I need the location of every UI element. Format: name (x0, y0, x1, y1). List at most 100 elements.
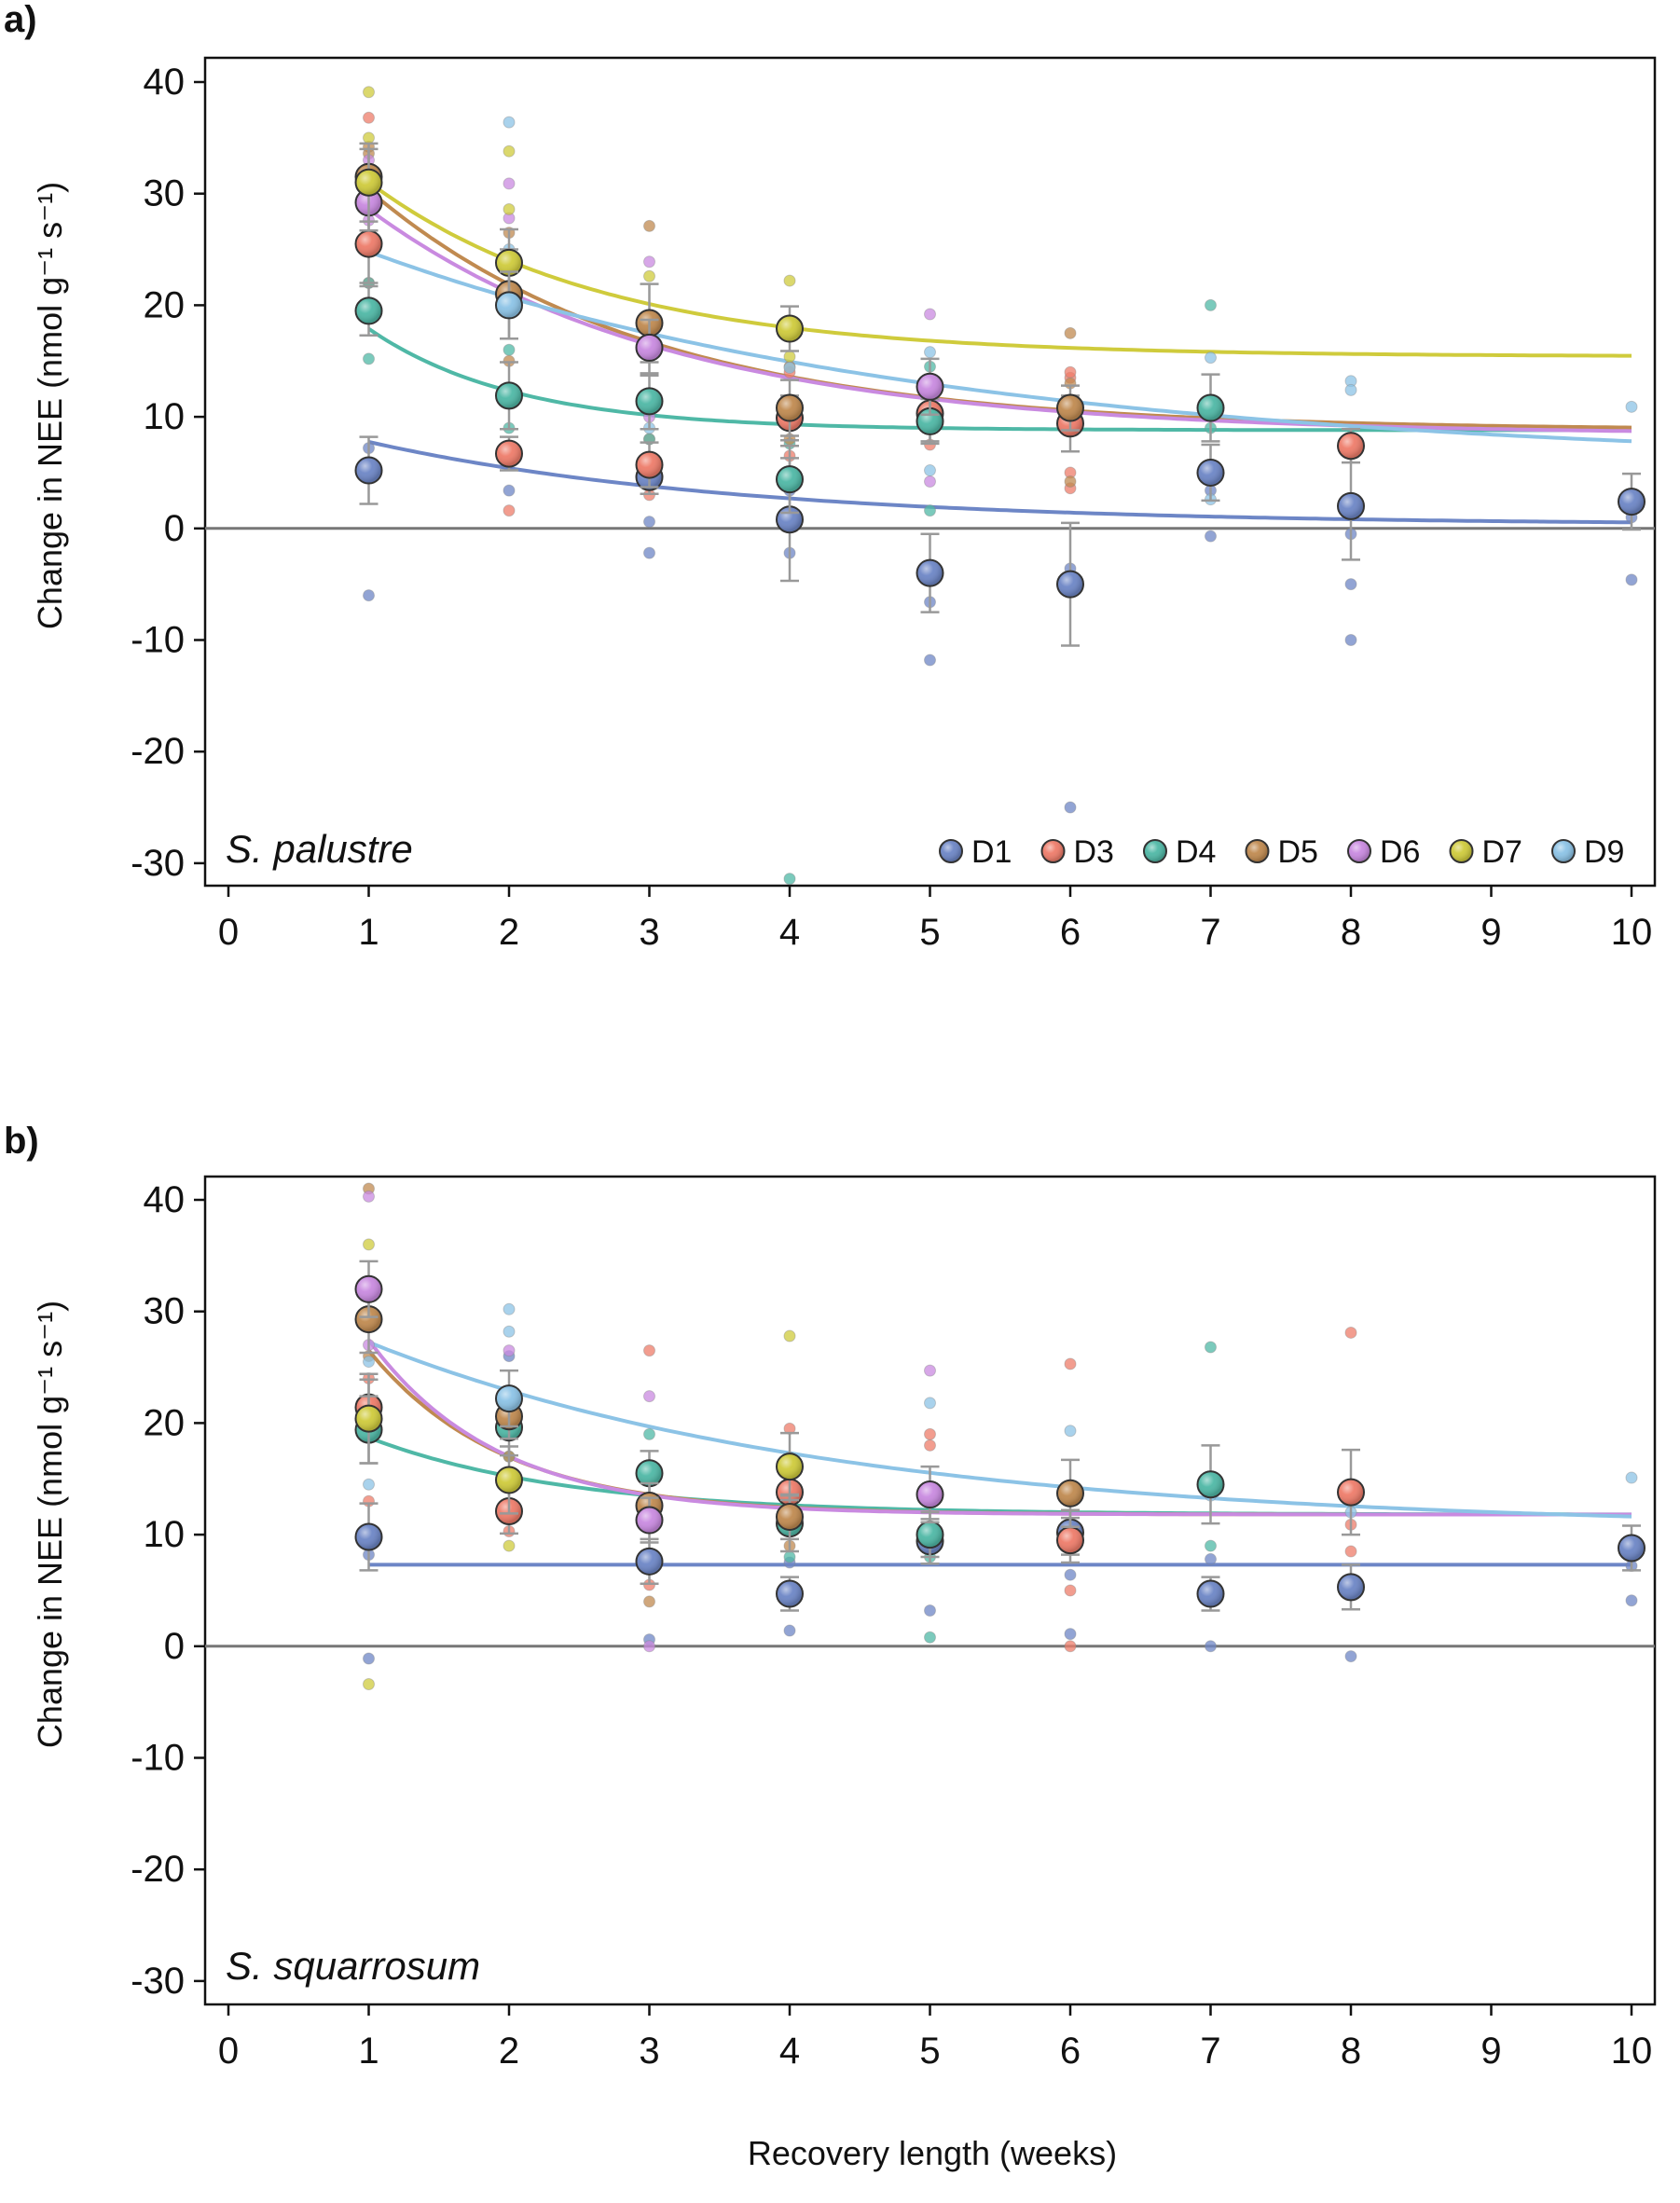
mean-point-shine (917, 560, 943, 585)
mean-point-shine (356, 298, 381, 324)
raw-point-D1 (643, 516, 655, 529)
y-tick-label: 40 (144, 1179, 186, 1220)
raw-point-D3 (1064, 1584, 1077, 1597)
y-tick-label: 10 (144, 1514, 186, 1555)
y-tick-label: -10 (131, 620, 185, 661)
raw-point-D6 (503, 177, 516, 190)
mean-point-shine (1339, 1480, 1363, 1505)
raw-point-D7 (783, 1329, 796, 1342)
raw-point-D1 (503, 484, 516, 497)
y-tick-label: 30 (144, 1291, 186, 1332)
panel-b-label: b) (4, 1121, 39, 1162)
mean-point-shine (1619, 1535, 1644, 1561)
mean-point-shine (917, 1522, 943, 1548)
mean-point-shine (1198, 460, 1223, 485)
raw-point-D9 (1064, 1425, 1077, 1438)
mean-point-shine (497, 1386, 521, 1411)
mean-point-shine (778, 467, 802, 492)
raw-point-D9 (924, 1397, 936, 1410)
raw-point-D1 (643, 546, 655, 559)
y-tick-label: 10 (144, 396, 186, 437)
x-tick-label: 9 (1480, 912, 1501, 953)
raw-point-D1 (1064, 1568, 1077, 1581)
mean-point-shine (637, 389, 662, 414)
mean-point-shine (917, 1482, 943, 1508)
legend-label-D7: D7 (1482, 834, 1522, 870)
raw-point-D4 (783, 1550, 796, 1563)
panel-b-ylabel: Change in NEE (nmol g⁻¹ s⁻¹) (31, 1301, 69, 1748)
mean-point-shine (778, 395, 802, 420)
raw-point-D6 (503, 1344, 516, 1357)
raw-point-D3 (1064, 1357, 1077, 1370)
legend-label-D5: D5 (1278, 834, 1318, 870)
fit-curve-D1 (368, 440, 1632, 525)
raw-point-D1 (1344, 1650, 1357, 1663)
y-tick-label: -20 (131, 731, 185, 772)
raw-point-D3 (363, 111, 375, 124)
raw-point-D9 (924, 346, 936, 359)
y-tick-label: 0 (164, 1626, 185, 1667)
raw-point-D1 (1064, 1628, 1077, 1641)
raw-point-D7 (783, 350, 796, 363)
plot-frame (203, 1175, 1657, 2006)
raw-point-D6 (643, 255, 655, 268)
x-tick-label: 6 (1060, 912, 1081, 953)
panel-a-ylabel: Change in NEE (nmol g⁻¹ s⁻¹) (31, 182, 69, 629)
y-tick-label: 0 (164, 508, 185, 549)
mean-point-shine (1198, 1472, 1223, 1497)
mean-point-shine (778, 1504, 802, 1529)
y-tick-label: 40 (144, 62, 186, 103)
mean-point-shine (1058, 1528, 1082, 1553)
panel-b-axes: -30 -20 -10 0 10 20 30 40 0 1 2 3 4 5 6 7 8 9 10 (131, 1175, 1657, 2072)
raw-point-D9 (503, 116, 516, 129)
x-tick-label: 0 (218, 2031, 239, 2072)
raw-point-D3 (643, 1344, 655, 1357)
raw-point-D4 (503, 343, 516, 356)
mean-point-shine (637, 1508, 662, 1533)
x-tick-label: 9 (1480, 2031, 1501, 2072)
x-tick-label: 2 (499, 2031, 519, 2072)
raw-point-D1 (1625, 1594, 1638, 1607)
legend-label-D3: D3 (1074, 834, 1114, 870)
raw-point-D6 (924, 308, 936, 321)
legend-marker-shine (1349, 841, 1370, 861)
mean-point-shine (1058, 395, 1082, 420)
mean-point-shine (356, 1307, 381, 1332)
raw-point-D6 (924, 1364, 936, 1377)
legend-label-D6: D6 (1380, 834, 1420, 870)
raw-point-D7 (783, 274, 796, 287)
raw-point-D7 (363, 1238, 375, 1251)
x-tick-label: 3 (639, 2031, 659, 2072)
raw-point-D9 (503, 1325, 516, 1338)
y-tick-label: 20 (144, 284, 186, 325)
mean-point-shine (497, 441, 521, 466)
x-tick-label: 6 (1060, 2031, 1081, 2072)
x-tick-label: 2 (499, 912, 519, 953)
raw-point-D1 (1344, 578, 1357, 591)
mean-point-shine (917, 374, 943, 399)
raw-point-D1 (783, 1624, 796, 1637)
raw-point-D3 (1344, 1545, 1357, 1558)
x-tick-label: 10 (1611, 912, 1653, 953)
fit-curve-D6 (367, 207, 1632, 434)
raw-point-D4 (924, 1631, 936, 1644)
legend-marker-shine (1145, 841, 1165, 861)
legend-label-D9: D9 (1584, 834, 1624, 870)
x-tick-label: 7 (1200, 2031, 1220, 2072)
panel-b-species: S. squarrosum (226, 1944, 480, 1988)
raw-point-D6 (643, 1640, 655, 1653)
mean-point-shine (356, 1406, 381, 1431)
legend-label-D4: D4 (1176, 834, 1216, 870)
x-tick-label: 7 (1200, 912, 1220, 953)
raw-point-D3 (1064, 365, 1077, 379)
panel-a-species: S. palustre (226, 827, 413, 871)
mean-point-shine (356, 170, 381, 195)
x-tick-label: 4 (779, 2031, 800, 2072)
raw-point-D4 (924, 504, 936, 517)
x-tick-label: 1 (358, 2031, 379, 2072)
legend-marker-shine (1451, 841, 1472, 861)
raw-point-D1 (1625, 573, 1638, 586)
legend-marker-shine (1246, 841, 1268, 861)
mean-point-shine (1339, 434, 1363, 459)
raw-point-D3 (924, 1439, 936, 1452)
